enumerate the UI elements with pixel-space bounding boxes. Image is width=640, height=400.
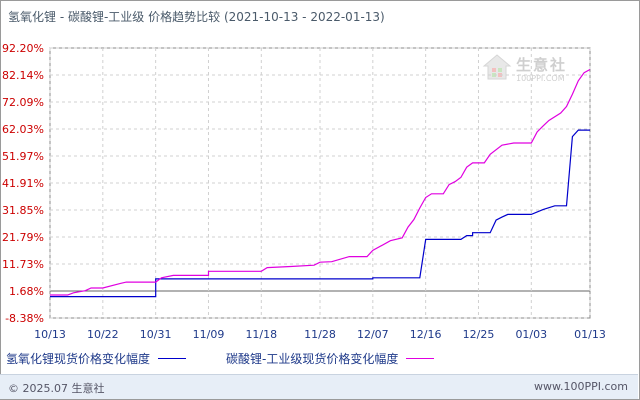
x-tick-label: 01/13 [574,328,606,341]
legend: 氢氧化锂现货价格变化幅度 碳酸锂-工业级现货价格变化幅度 [6,350,636,366]
legend-swatch-1 [158,358,187,359]
series-lines [50,68,591,298]
y-tick-label: 21.79% [2,231,44,244]
x-tick-label: 11/28 [304,328,336,341]
x-tick-label: 11/18 [245,328,277,341]
y-tick-label: 51.97% [2,150,44,163]
legend-item-1: 氢氧化锂现货价格变化幅度 [6,350,187,367]
y-tick-label: 62.03% [2,123,44,136]
x-tick-labels: 10/13 10/22 10/31 11/09 11/18 11/28 12/07 12/16… [34,328,606,341]
chart-title: 氢氧化锂 - 碳酸锂-工业级 价格趋势比较 (2021-10-13 - 2022… [8,8,385,25]
y-tick-label: 72.09% [2,96,44,109]
watermark-url: 100PPI.COM [516,74,565,83]
legend-label-2: 碳酸锂-工业级现货价格变化幅度 [226,352,399,366]
y-tick-label: 41.91% [2,177,44,190]
x-tick-label: 12/16 [410,328,442,341]
y-tick-label: 1.68% [9,285,44,298]
legend-item-2: 碳酸锂-工业级现货价格变化幅度 [226,350,435,367]
line-chart: 92.20% 82.14% 72.09% 62.03% 51.97% 41.91% 31.8… [2,42,606,341]
legend-swatch-2 [406,358,435,359]
y-tick-label: 82.14% [2,69,44,82]
y-tick-label: 92.20% [2,42,44,55]
watermark-name: 生意社 [516,56,568,74]
x-tick-label: 10/13 [34,328,66,341]
title-text: 氢氧化锂 - 碳酸锂-工业级 价格趋势比较 [8,10,221,24]
x-tick-label: 11/09 [193,328,225,341]
y-tick-label: 11.73% [2,258,44,271]
footer-bar: © 2025.07 生意社 www.100PPI.com [0,374,638,399]
x-tick-label: 12/07 [357,328,389,341]
y-tick-label: 31.85% [2,204,44,217]
y-tick-label: -8.38% [5,312,44,325]
x-tick-label: 10/31 [140,328,172,341]
footer-copyright: © 2025.07 生意社 [8,382,105,395]
date-range: (2021-10-13 - 2022-01-13) [223,10,385,24]
series-line-2 [50,68,591,296]
y-tick-labels: 92.20% 82.14% 72.09% 62.03% 51.97% 41.91% 31.8… [2,42,44,325]
x-tick-label: 01/03 [515,328,547,341]
grid-lines [49,47,591,319]
x-tick-label: 10/22 [87,328,119,341]
series-line-1 [50,129,590,298]
x-tick-label: 12/25 [463,328,495,341]
footer-site-link[interactable]: www.100PPI.com [534,380,628,393]
legend-label-1: 氢氧化锂现货价格变化幅度 [6,352,151,366]
